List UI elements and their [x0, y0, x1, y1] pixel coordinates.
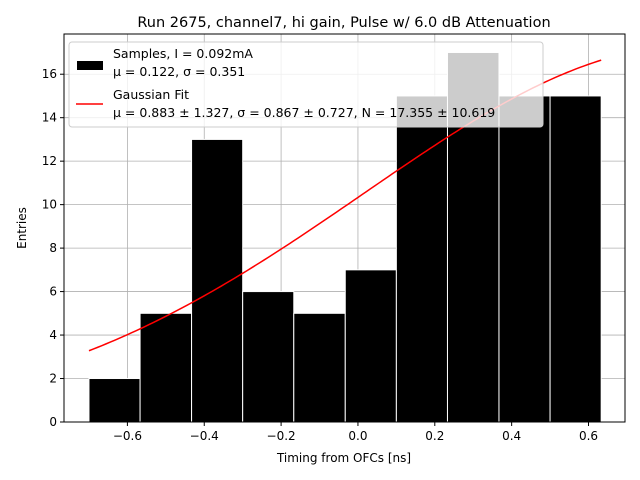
x-tick-label: 0.0	[348, 429, 367, 443]
plot-frame	[63, 33, 626, 423]
legend-histogram-swatch	[77, 61, 103, 70]
x-axis-label: Timing from OFCs [ns]	[276, 451, 411, 465]
histogram-bar	[344, 269, 397, 423]
histogram-bar	[139, 312, 193, 423]
legend-box	[68, 41, 544, 128]
y-axis-ticks: 0 2 4 6 8 10 12 14 16	[42, 67, 64, 429]
histogram-bar	[498, 95, 551, 423]
x-tick-label: 0.4	[502, 429, 521, 443]
histogram-bars	[88, 51, 602, 423]
x-tick-label: −0.4	[190, 429, 219, 443]
y-tick-label: 6	[49, 285, 57, 299]
y-tick-label: 10	[42, 198, 57, 212]
chart-title: Run 2675, channel7, hi gain, Pulse w/ 6.…	[137, 15, 550, 31]
legend-fit-params: μ = 0.883 ± 1.327, σ = 0.867 ± 0.727, N …	[113, 105, 495, 120]
histogram-bar	[242, 291, 295, 423]
y-tick-label: 16	[42, 67, 57, 81]
y-tick-label: 2	[49, 372, 57, 386]
legend-histogram-stats: μ = 0.122, σ = 0.351	[113, 64, 245, 79]
legend-histogram-label: Samples, I = 0.092mA	[113, 46, 253, 61]
legend: Samples, I = 0.092mA μ = 0.122, σ = 0.35…	[68, 41, 544, 128]
x-tick-label: 0.6	[579, 429, 598, 443]
legend-fit-label: Gaussian Fit	[113, 87, 189, 102]
y-axis-label: Entries	[15, 207, 29, 249]
histogram-bar	[293, 312, 346, 423]
x-tick-label: −0.2	[267, 429, 296, 443]
x-tick-label: −0.6	[113, 429, 142, 443]
y-tick-label: 0	[49, 415, 57, 429]
histogram-bar	[395, 95, 448, 423]
y-tick-label: 14	[42, 111, 57, 125]
histogram-bar	[191, 138, 244, 423]
y-tick-label: 4	[49, 328, 57, 342]
histogram-bar	[88, 378, 141, 423]
x-tick-label: 0.2	[425, 429, 444, 443]
y-tick-label: 8	[49, 241, 57, 255]
x-axis-ticks: −0.6 −0.4 −0.2 0.0 0.2 0.4 0.6	[113, 422, 598, 443]
y-tick-label: 12	[42, 154, 57, 168]
histogram-bar	[549, 95, 602, 423]
